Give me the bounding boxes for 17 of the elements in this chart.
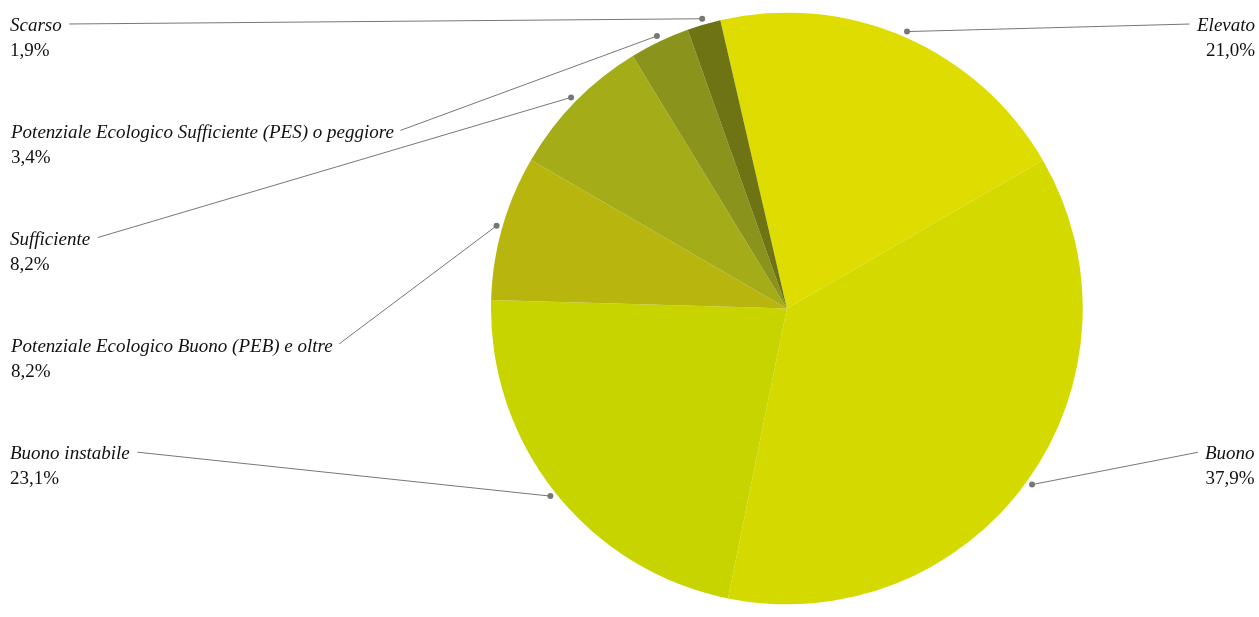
- pie-slice: [491, 159, 787, 309]
- slice-label: Sufficiente: [10, 228, 91, 249]
- data-label: 37,9%: [1205, 466, 1255, 488]
- data-label: 21,0%: [1205, 38, 1256, 60]
- pie-slice: [632, 29, 787, 309]
- slice-label: Buono instabile: [10, 442, 130, 463]
- slice-label: Potenziale Ecologico Buono (PEB) e oltre: [10, 335, 333, 357]
- data-label: 3,4%: [11, 145, 51, 167]
- data-label: 23,1%: [10, 466, 60, 488]
- slice-label: Potenziale Ecologico Sufficiente (PES) o peggiore: [10, 121, 394, 143]
- data-label: 1,9%: [10, 38, 50, 60]
- data-label: 8,2%: [11, 359, 51, 381]
- data-label: 8,2%: [10, 252, 50, 274]
- slice-label: Buono: [1205, 442, 1255, 463]
- slice-label: Scarso: [10, 14, 62, 35]
- pie-slice: [531, 55, 787, 309]
- slice-label: Elevato: [1196, 14, 1256, 35]
